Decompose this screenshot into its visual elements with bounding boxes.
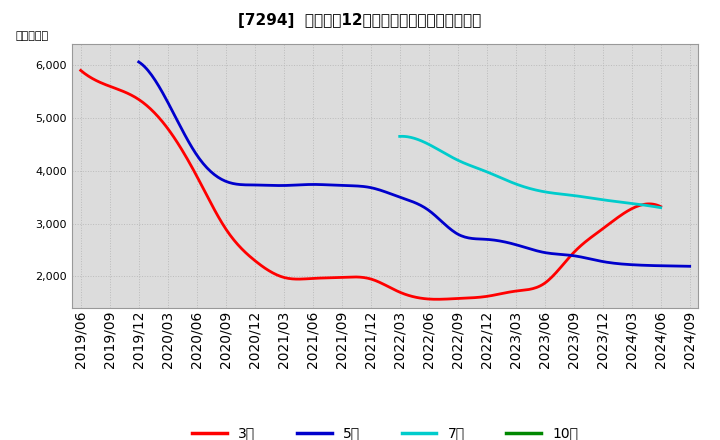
Text: （百万円）: （百万円）: [16, 31, 49, 41]
Legend: 3年, 5年, 7年, 10年: 3年, 5年, 7年, 10年: [186, 421, 584, 440]
Text: [7294]  経常利益12か月移動合計の平均値の推移: [7294] 経常利益12か月移動合計の平均値の推移: [238, 13, 482, 28]
